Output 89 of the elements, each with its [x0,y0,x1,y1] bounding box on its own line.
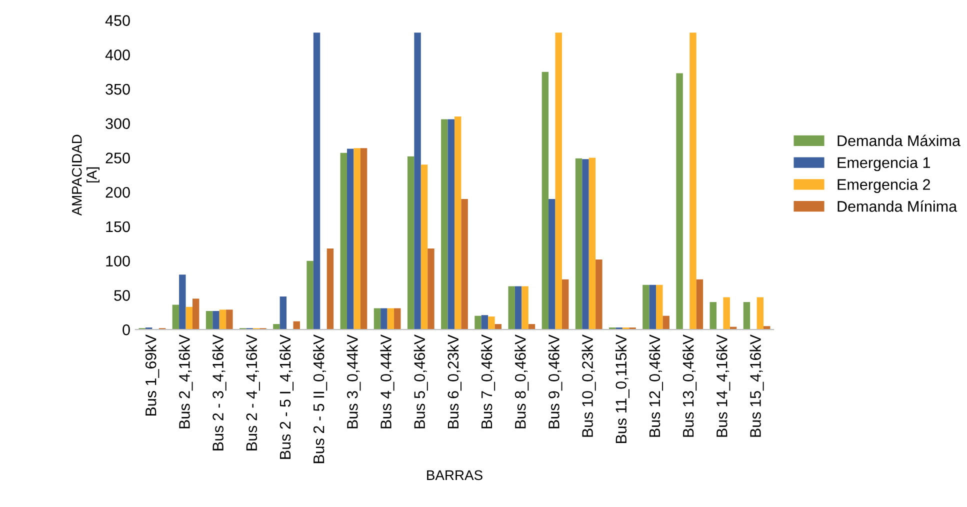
bar [649,284,656,330]
y-tick-label: 150 [106,221,130,232]
y-tick-label: 400 [105,50,130,60]
legend-label: Emergencia 2 [838,178,930,193]
legend-label: Demanda Mínima [838,200,958,212]
bar [756,297,764,330]
bar [340,152,347,330]
bar [454,116,462,330]
bar [360,148,368,330]
y-tick-label: 250 [106,152,130,164]
x-tick-label: Bus 5_0,46kV [414,334,428,428]
bar [172,304,180,330]
bar [575,158,582,330]
bar [582,159,589,330]
x-tick-label: Bus 2 - 5 II_0,46kV [313,334,328,464]
x-tick-label: Bus 14_4,16kV [716,334,730,437]
bar [448,119,454,330]
bar [347,148,354,330]
bar [588,158,596,330]
y-tick-label: 450 [105,15,130,26]
bar [420,164,428,330]
bar [226,310,233,330]
bar [280,296,287,330]
x-tick-label: Bus 8_0,46kV [514,334,529,428]
x-tick-label: Bus 15_4,16kV [750,334,764,437]
bar [723,297,730,330]
bar [313,32,320,330]
bar [710,302,716,330]
legend-label: Emergencia 1 [838,156,930,172]
bar [662,316,670,330]
bar [690,32,696,330]
bar [428,248,434,330]
y-tick-label: 350 [106,84,130,95]
bar [380,308,388,330]
x-tick-label: Bus 6_0,23kV [447,334,462,428]
bar [219,310,226,330]
bar [354,148,360,330]
bar [555,32,562,330]
bar [508,286,515,330]
bar [474,316,482,330]
y-tick-label: 0 [122,324,130,336]
bar [212,310,220,330]
x-tick-label: Bus 2 - 5 I_4,16kV [279,334,294,459]
x-tick-label: Bus 9_0,46kV [548,334,562,428]
bar [441,119,448,330]
bar [326,248,334,330]
bar [374,308,381,330]
x-tick-label: Bus 1_69kV [145,334,160,416]
x-tick-label: Bus 13_0,46kV [682,334,697,437]
bar [743,302,750,330]
y-tick-label: 50 [114,290,130,301]
bar [596,259,602,330]
x-tick-label: Bus 4_0,44kV [380,334,394,428]
bar [407,156,414,330]
x-axis-title: BARRAS [427,470,482,480]
x-tick-label: Bus 12_0,46kV [648,334,664,437]
x-tick-label: Bus 2 - 3_4,16kV [212,334,226,450]
bar [522,286,528,330]
bar [676,73,683,330]
bar [542,72,549,330]
y-tick-label: 100 [106,256,130,267]
bar [179,274,186,330]
bar [186,306,192,330]
bar [548,198,556,330]
bar [642,284,650,330]
bar [488,316,495,330]
legend-label: Demanda Máxima [838,134,960,146]
x-tick-label: Bus 2_4,16kV [178,334,193,428]
bar [387,308,394,330]
bar [306,260,314,330]
y-axis-title: AMPACIDAD [A] [72,134,100,216]
bar [192,298,200,330]
x-tick-label: Bus 3_0,44kV [346,334,361,428]
x-tick-label: Bus 7_0,46kV [480,334,496,428]
y-tick-label: 300 [106,118,130,130]
bar [481,315,488,330]
x-tick-label: Bus 11_0,115kV [615,334,630,444]
bar [461,198,468,330]
bar [414,32,421,330]
bar [206,310,213,330]
bar [562,279,569,330]
x-tick-label: Bus 2 - 4_4,16kV [246,334,260,450]
x-tick-label: Bus 10_0,23kV [582,334,596,437]
bar [656,284,663,330]
bar [273,324,280,330]
bar [394,308,401,330]
bar [514,286,522,330]
y-tick-label: 200 [106,186,130,198]
bar [696,279,704,330]
